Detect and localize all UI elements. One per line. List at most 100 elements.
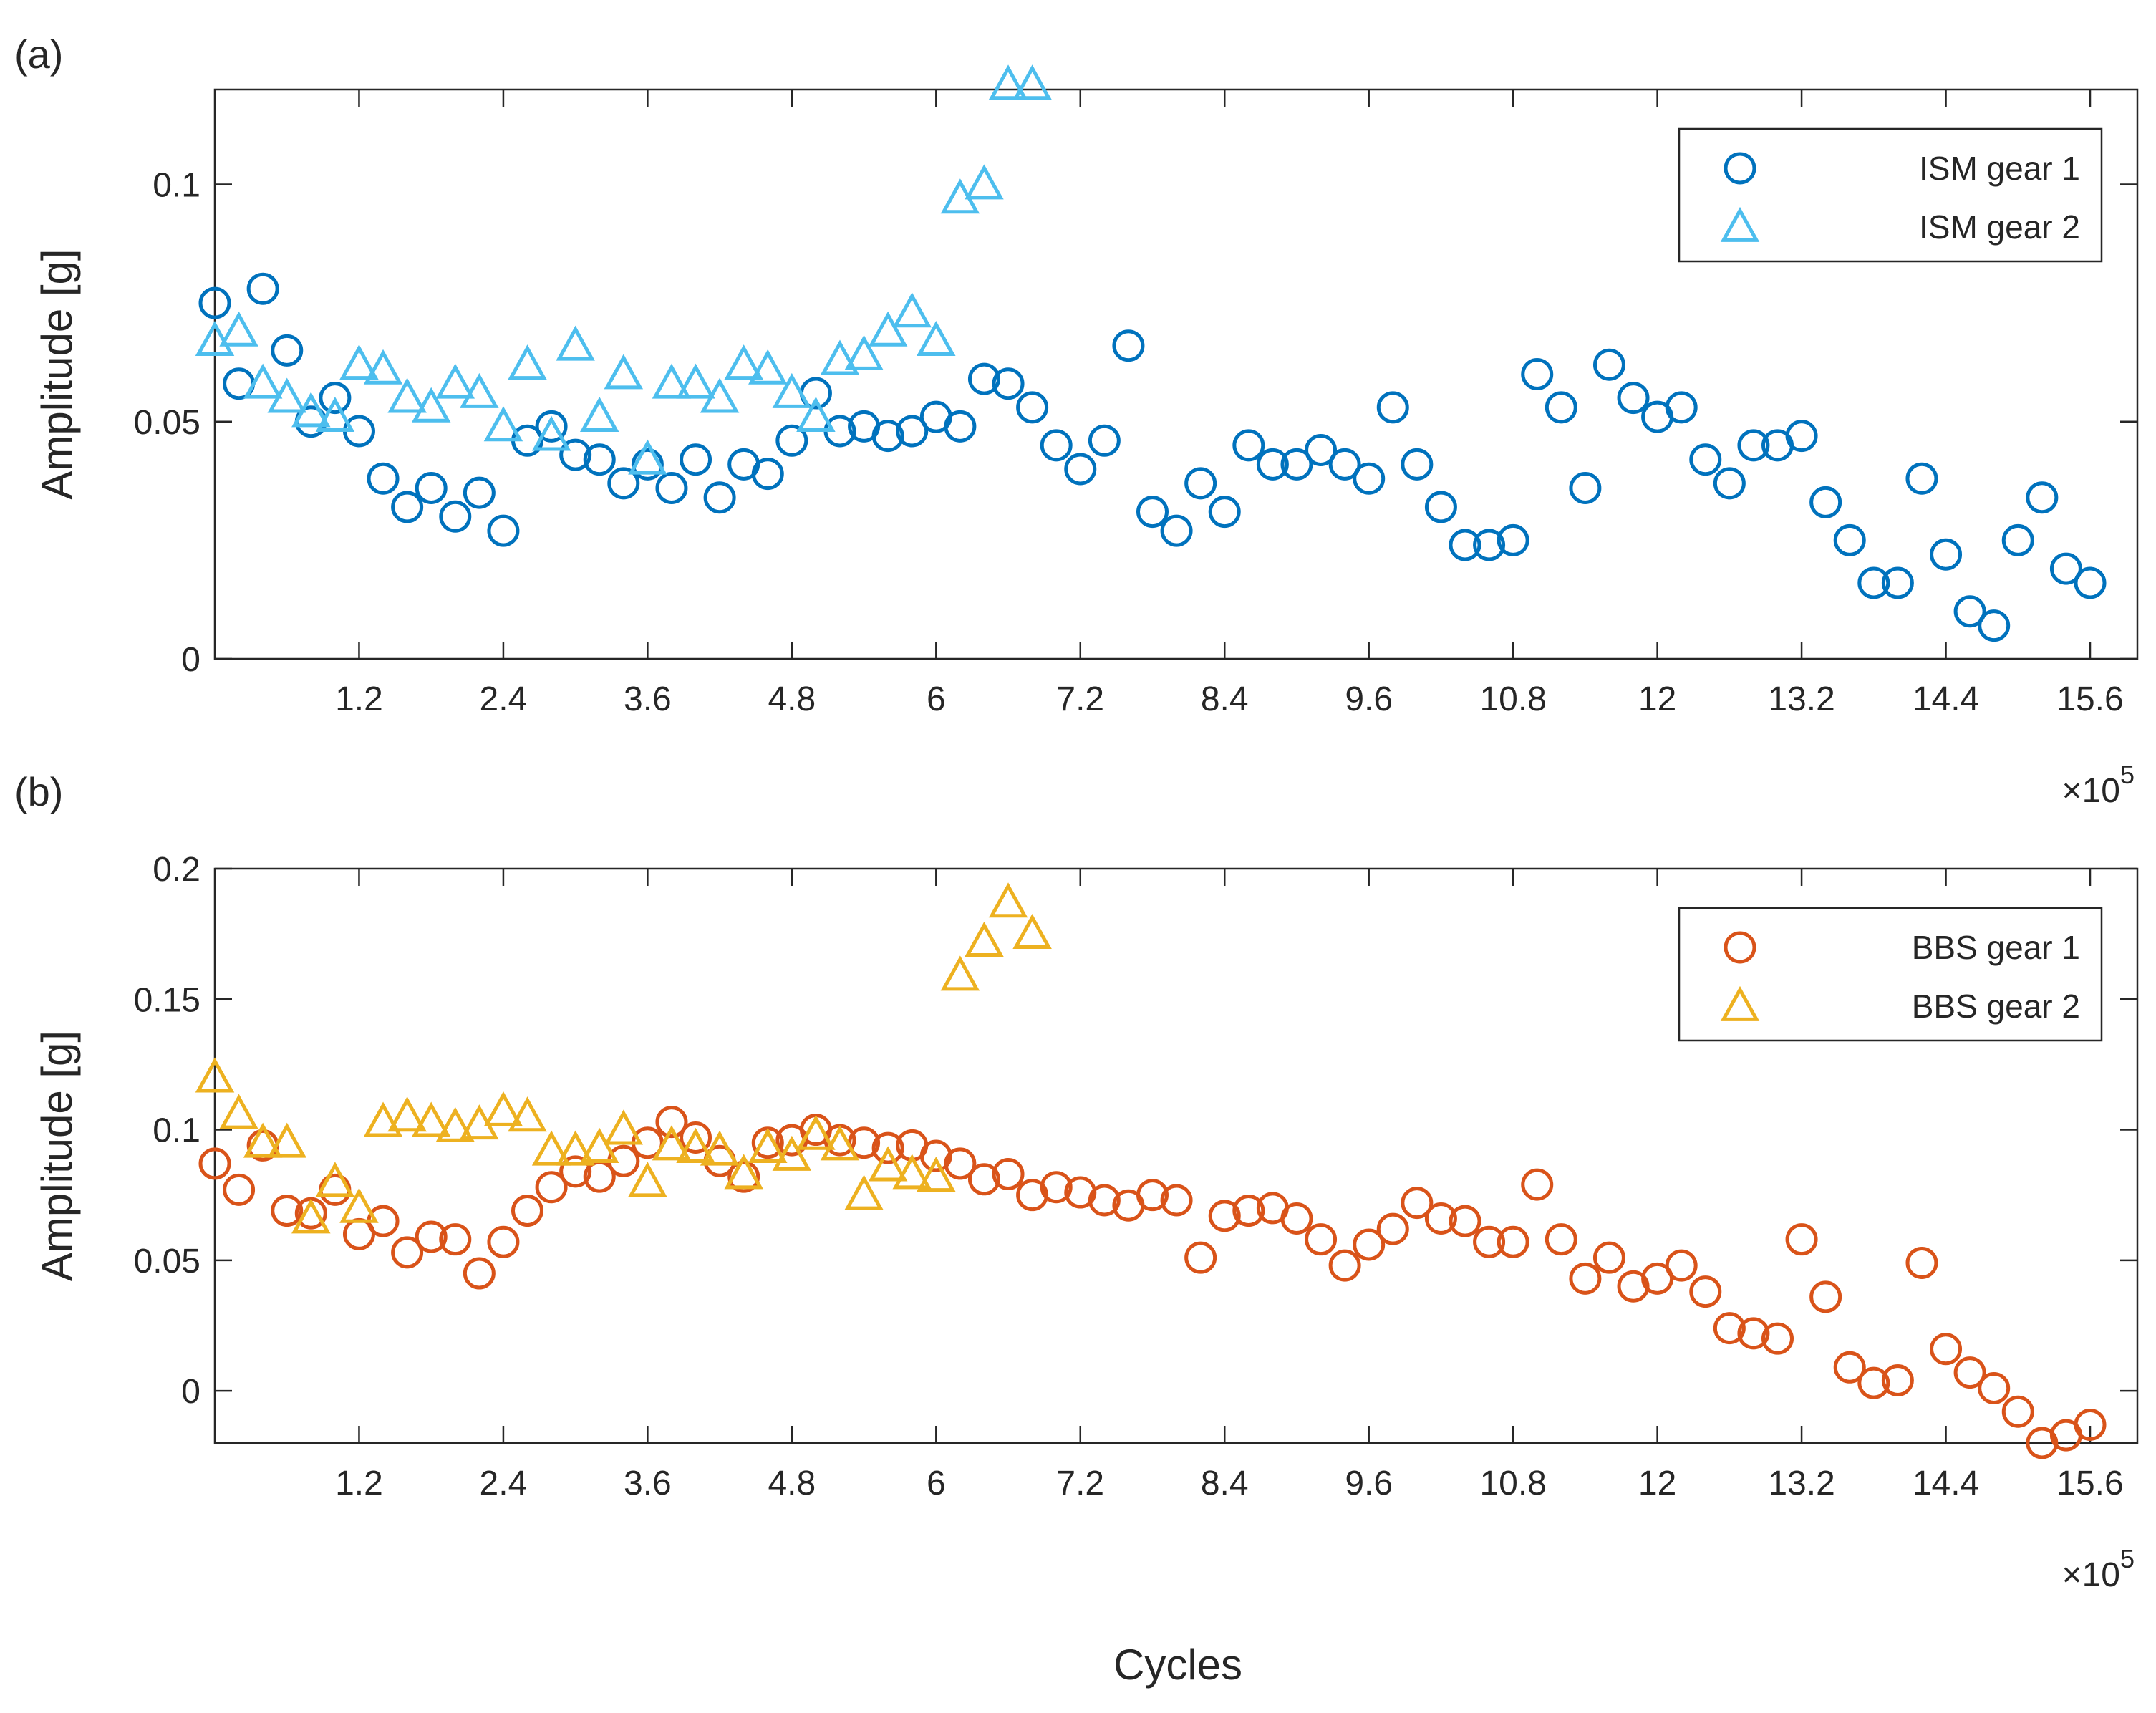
data-point-circle	[1953, 595, 1986, 628]
data-point-circle	[391, 1236, 424, 1269]
y-tick-label: 0.05	[134, 404, 200, 442]
data-point-circle	[1545, 391, 1577, 424]
data-point-triangle	[1012, 913, 1052, 950]
x-tick-label: 9.6	[1345, 680, 1393, 718]
data-point-triangle	[844, 1174, 884, 1210]
data-point-circle	[1256, 448, 1289, 481]
data-point-circle	[1328, 1249, 1361, 1282]
data-point-circle	[607, 467, 640, 500]
data-point-circle	[1785, 420, 1818, 453]
x-tick-label: 10.8	[1479, 1465, 1546, 1502]
data-point-triangle	[772, 1135, 812, 1171]
x-multiplier-base: ×10	[2062, 1556, 2120, 1594]
data-point-triangle	[291, 392, 331, 428]
data-point-triangle	[988, 882, 1028, 918]
panel-b: 1.2 2.4 3.6 4.8 6 7.2 8.4 9.6 10.8 12 13.2 14.4 15.6…	[14, 769, 2139, 1594]
data-point-circle	[2074, 1408, 2107, 1441]
data-point-circle	[246, 272, 279, 305]
data-point-triangle	[387, 1096, 427, 1132]
x-tick-label: 7.2	[1056, 1465, 1104, 1502]
data-point-triangle	[460, 372, 499, 408]
x-axis-label: Cycles	[1113, 1641, 1242, 1689]
data-point-circle	[775, 424, 808, 457]
y-tick-label: 0.05	[134, 1242, 200, 1280]
data-point-circle	[1064, 1176, 1097, 1209]
data-point-circle	[1809, 1280, 1842, 1313]
data-point-circle	[1160, 1184, 1193, 1217]
data-point-triangle	[917, 1157, 956, 1192]
data-point-triangle	[820, 339, 860, 375]
data-point-triangle	[724, 344, 763, 380]
series-bbs-gear-1	[198, 1106, 2107, 1459]
x-tick-label: 2.4	[480, 1465, 528, 1502]
data-point-circle	[2026, 481, 2059, 514]
data-point-circle	[1689, 443, 1722, 476]
data-point-circle	[1785, 1223, 1818, 1256]
x-tick-label: 12	[1638, 1465, 1676, 1502]
data-point-circle	[1473, 1225, 1506, 1258]
data-point-circle	[871, 420, 904, 453]
x-tick-label: 2.4	[480, 680, 528, 718]
data-point-triangle	[267, 1122, 306, 1158]
data-point-circle	[1905, 1246, 1938, 1279]
data-point-circle	[1449, 529, 1481, 561]
data-point-circle	[751, 458, 784, 491]
data-point-triangle	[339, 1187, 379, 1223]
panel-label: (a)	[14, 32, 63, 77]
series-bbs-gear-2	[195, 882, 1052, 1234]
data-point-triangle	[363, 1101, 403, 1137]
data-point-circle	[2001, 1395, 2034, 1428]
data-point-circle	[1689, 1275, 1722, 1308]
data-point-circle	[1930, 1333, 1963, 1366]
data-point-circle	[703, 481, 736, 514]
data-point-circle	[535, 1171, 568, 1204]
data-point-triangle	[531, 1130, 571, 1166]
data-point-triangle	[219, 311, 258, 347]
x-tick-label: 15.6	[2056, 680, 2123, 718]
data-point-circle	[1881, 566, 1914, 599]
data-point-circle	[1136, 496, 1169, 529]
data-point-circle	[1930, 538, 1963, 571]
data-point-circle	[1617, 1270, 1650, 1303]
data-point-circle	[1208, 1200, 1241, 1232]
data-point-circle	[944, 410, 977, 443]
x-tick-label: 1.2	[335, 1465, 383, 1502]
legend-marker-circle	[1724, 931, 1756, 964]
data-point-circle	[1592, 348, 1625, 381]
data-point-triangle	[892, 1154, 932, 1190]
data-point-circle	[367, 462, 400, 495]
data-point-circle	[1905, 462, 1938, 495]
data-point-circle	[487, 1225, 520, 1258]
data-point-triangle	[676, 363, 715, 399]
data-point-triangle	[411, 1101, 451, 1137]
data-point-circle	[1305, 434, 1338, 466]
legend-label: BBS gear 2	[1912, 988, 2080, 1025]
data-point-triangle	[868, 311, 908, 347]
data-point-circle	[223, 1173, 256, 1206]
data-point-triangle	[988, 64, 1028, 100]
x-tick-label: 3.6	[624, 680, 672, 718]
legend: ISM gear 1 ISM gear 2	[1678, 127, 2103, 263]
data-point-triangle	[531, 415, 571, 451]
data-point-circle	[198, 286, 231, 319]
data-point-triangle	[628, 1162, 667, 1197]
data-point-triangle	[868, 1146, 908, 1182]
data-point-circle	[967, 362, 1000, 395]
data-point-circle	[1617, 382, 1650, 415]
data-point-circle	[680, 1121, 712, 1154]
data-point-circle	[1665, 1249, 1698, 1282]
data-point-circle	[896, 415, 929, 448]
data-point-circle	[1545, 1223, 1577, 1256]
data-point-circle	[680, 443, 712, 476]
data-point-circle	[2001, 523, 2034, 556]
data-point-circle	[1016, 391, 1049, 424]
data-point-circle	[1401, 1187, 1434, 1220]
data-point-circle	[1953, 1356, 1986, 1389]
x-tick-label: 7.2	[1056, 680, 1104, 718]
data-point-circle	[511, 1195, 543, 1227]
data-point-triangle	[195, 320, 235, 357]
data-point-triangle	[387, 377, 427, 413]
data-point-triangle	[892, 292, 932, 328]
y-tick-label: 0.2	[153, 851, 200, 889]
